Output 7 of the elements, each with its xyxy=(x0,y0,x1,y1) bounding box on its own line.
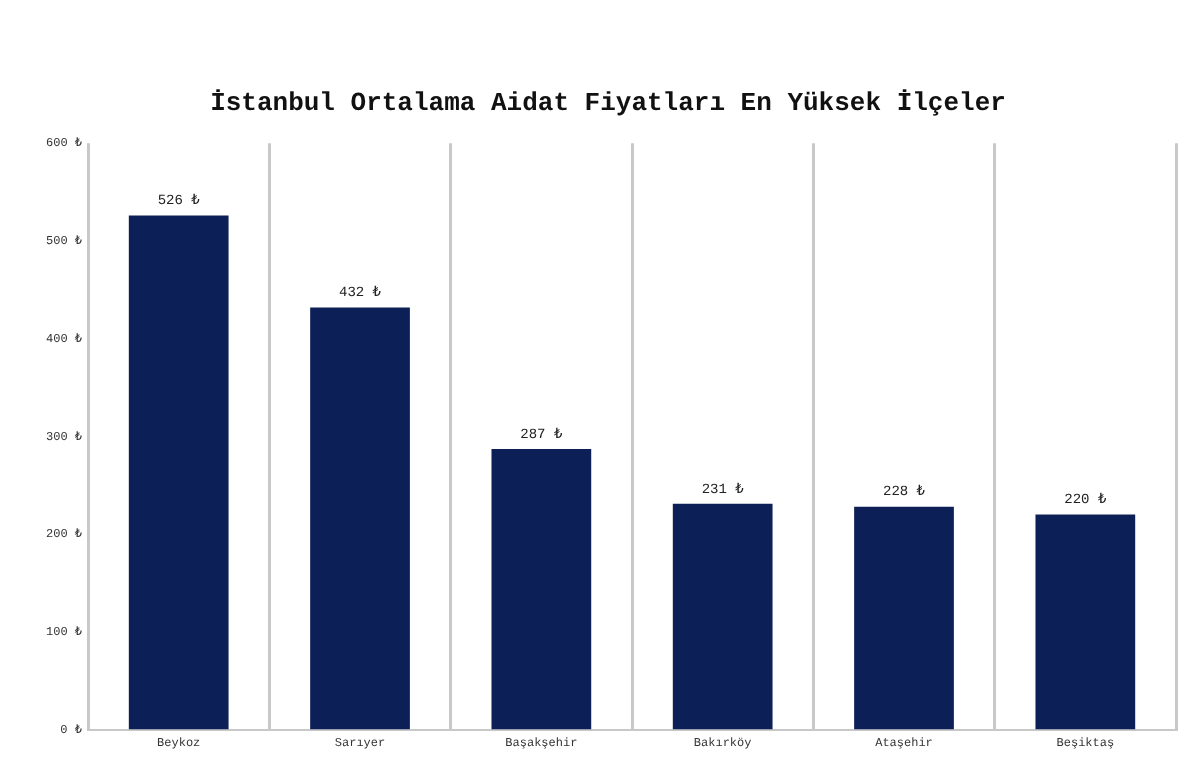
chart-title: İstanbul Ortalama Aidat Fiyatları En Yüksek İlçeler xyxy=(210,88,1006,119)
bar xyxy=(128,215,229,730)
bar xyxy=(491,449,592,730)
bar xyxy=(672,503,773,730)
bar xyxy=(854,506,954,730)
bar xyxy=(1035,514,1136,730)
bar xyxy=(310,307,410,730)
